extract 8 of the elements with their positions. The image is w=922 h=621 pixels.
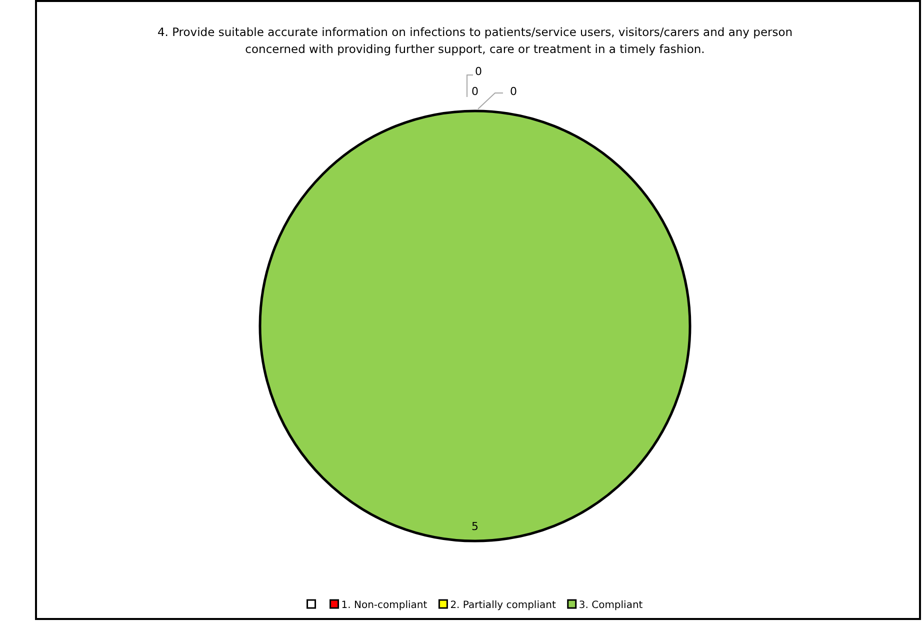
text: 0: [472, 85, 478, 98]
legend-label: 2. Partially compliant: [450, 600, 556, 611]
data-label: 5: [472, 520, 478, 533]
text: 0: [475, 65, 482, 78]
text: 0: [510, 85, 517, 98]
chart-title: 4. Provide suitable accurate information on infections to patients/service users, visitors/carers and any person concerned with providing further support, care or treatment in a timely fashion.: [157, 25, 793, 56]
legend-label: 3. Compliant: [578, 600, 643, 611]
legend-label: 1. Non-compliant: [341, 600, 428, 611]
